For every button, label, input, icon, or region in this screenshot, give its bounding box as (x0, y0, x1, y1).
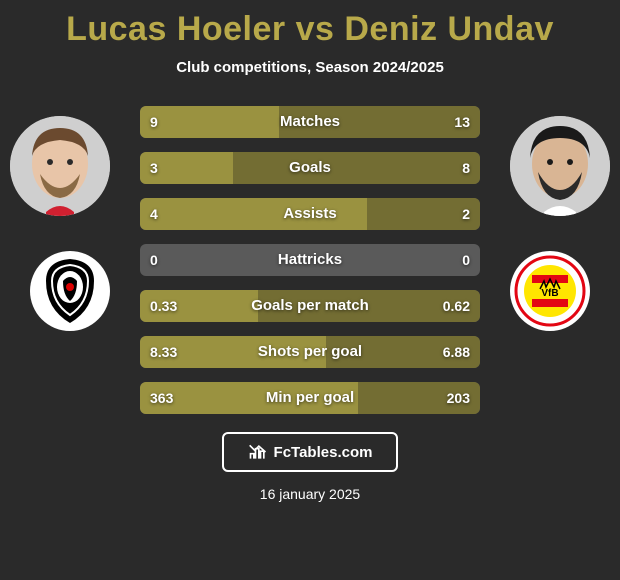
stat-row: Shots per goal8.33 6.88 (140, 336, 480, 368)
player-right-avatar (510, 116, 610, 216)
stat-value-left: 363 (140, 382, 183, 414)
stat-label: Min per goal (140, 382, 480, 414)
stat-value-left: 0 (140, 244, 168, 276)
stat-row: Hattricks0 0 (140, 244, 480, 276)
page-title: Lucas Hoeler vs Deniz Undav (0, 0, 620, 49)
stat-value-right: 2 (452, 198, 480, 230)
player-left-face-icon (10, 116, 110, 216)
stat-row: Goals3 8 (140, 152, 480, 184)
stat-row: Assists4 2 (140, 198, 480, 230)
stat-value-left: 0.33 (140, 290, 187, 322)
stat-label: Hattricks (140, 244, 480, 276)
svg-text:VfB: VfB (541, 288, 558, 299)
player-left-avatar (10, 116, 110, 216)
stat-row: Matches9 13 (140, 106, 480, 138)
stat-value-right: 0 (452, 244, 480, 276)
freiburg-crest-icon (30, 251, 110, 331)
stat-value-left: 4 (140, 198, 168, 230)
comparison-content: VfB Matches913Goals38Assists42Hattricks0… (0, 106, 620, 414)
stat-value-right: 0.62 (433, 290, 480, 322)
stat-value-right: 6.88 (433, 336, 480, 368)
stat-value-right: 8 (452, 152, 480, 184)
club-right-badge: VfB (510, 251, 590, 331)
stat-value-right: 13 (444, 106, 480, 138)
stats-bars: Matches9 13 Goals3 8 Assists4 2 Hattricks0 0 Goa… (140, 106, 480, 414)
stat-value-left: 3 (140, 152, 168, 184)
stuttgart-crest-icon: VfB (510, 251, 590, 331)
stat-value-left: 8.33 (140, 336, 187, 368)
stat-label: Matches (140, 106, 480, 138)
stat-value-left: 9 (140, 106, 168, 138)
subtitle: Club competitions, Season 2024/2025 (0, 59, 620, 76)
brand-box: FcTables.com (222, 432, 398, 472)
player-right-face-icon (510, 116, 610, 216)
stat-value-right: 203 (437, 382, 480, 414)
stat-label: Goals (140, 152, 480, 184)
stat-label: Shots per goal (140, 336, 480, 368)
date-text: 16 january 2025 (0, 486, 620, 502)
stat-row: Min per goal363 203 (140, 382, 480, 414)
brand-text: FcTables.com (274, 444, 373, 461)
club-left-badge (30, 251, 110, 331)
stat-row: Goals per match0.33 0.62 (140, 290, 480, 322)
brand-chart-icon (248, 442, 268, 462)
stat-label: Assists (140, 198, 480, 230)
stat-label: Goals per match (140, 290, 480, 322)
